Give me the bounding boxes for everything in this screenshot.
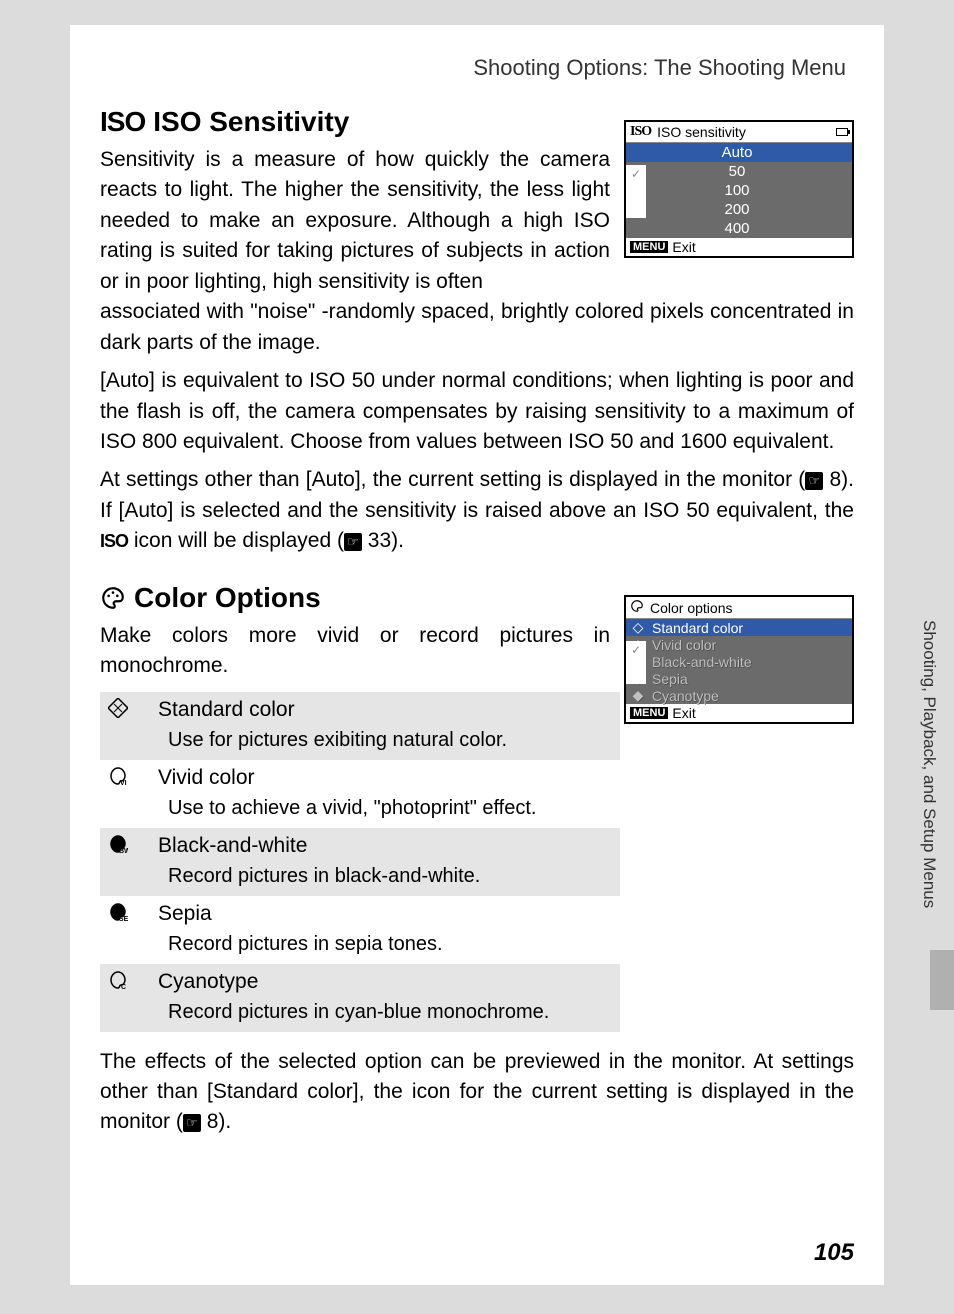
iso-p3c: icon will be displayed ( — [128, 529, 344, 552]
svg-text:SE: SE — [119, 916, 128, 922]
iso-para-1a: Sensitivity is a measure of how quickly … — [100, 145, 610, 297]
page-number: 105 — [814, 1239, 854, 1267]
color-heading-text: Color Options — [134, 582, 321, 614]
page: Shooting Options: The Shooting Menu ISO … — [70, 25, 884, 1285]
ref-icon-3: ☞ — [183, 1114, 201, 1132]
iso-p3d: 33). — [362, 529, 404, 552]
opt-standard-desc: Use for pictures exibiting natural color… — [108, 723, 620, 754]
iso-section: ISO ISO Sensitivity ISO ISO sensitivity … — [100, 106, 854, 557]
iso-para-1b: associated with "noise" -randomly spaced… — [100, 297, 854, 358]
svg-text:VI: VI — [120, 780, 127, 786]
iso-option-200: 200 — [626, 200, 852, 219]
iso-screen-footer: MENU Exit — [626, 238, 852, 256]
svg-text:BW: BW — [119, 848, 128, 854]
iso-option-400: 400 — [626, 219, 852, 238]
iso-screen-title: ISO sensitivity — [657, 124, 746, 140]
opt-cyan-desc: Record pictures in cyan-blue monochrome. — [108, 995, 620, 1026]
iso-para-3: At settings other than [Auto], the curre… — [100, 465, 854, 556]
color-screen-sidebar: ✓ — [626, 641, 646, 684]
cyan-icon: C — [108, 970, 130, 995]
opt-sepia: SESepia Record pictures in sepia tones. — [100, 896, 620, 964]
color-screen-body: ✓ ◇Standard color ◆Vivid color ◆Black-an… — [626, 619, 852, 704]
iso-screen-sidebar: ✓ — [626, 165, 646, 218]
color-screen-title: Color options — [650, 600, 733, 616]
iso-icon: ISO — [100, 106, 145, 138]
iso-inline-icon: ISO — [100, 528, 128, 554]
iso-exit-label: Exit — [672, 239, 695, 255]
check-icon: ✓ — [626, 165, 646, 183]
iso-option-50: 50 — [626, 162, 852, 181]
menu-badge: MENU — [630, 241, 668, 253]
color-section: Color Options Color options ✓ ◇Standard … — [100, 582, 854, 1138]
palette-header-icon — [630, 599, 644, 616]
battery-icon — [836, 128, 848, 136]
color-opt-standard: ◇Standard color — [626, 619, 852, 636]
iso-p3a: At settings other than [Auto], the curre… — [100, 468, 805, 491]
opt-bw: BWBlack-and-white Record pictures in bla… — [100, 828, 620, 896]
color-footer-b: 8). — [201, 1110, 231, 1133]
bw-icon: BW — [108, 834, 130, 859]
color-screen-footer: MENU Exit — [626, 704, 852, 722]
vivid-icon: VI — [108, 766, 130, 791]
color-opt-bw: ◆Black-and-white — [626, 653, 852, 670]
palette-icon — [100, 585, 126, 611]
color-intro: Make colors more vivid or record picture… — [100, 621, 610, 682]
chapter-title: Shooting Options: The Shooting Menu — [100, 55, 854, 81]
opt-cyan: CCyanotype Record pictures in cyan-blue … — [100, 964, 620, 1032]
color-opt-vivid: ◆Vivid color — [626, 636, 852, 653]
standard-icon — [108, 698, 130, 723]
opt-sepia-desc: Record pictures in sepia tones. — [108, 927, 620, 958]
sepia-icon: SE — [108, 902, 130, 927]
opt-vivid-desc: Use to achieve a vivid, "photoprint" eff… — [108, 791, 620, 822]
iso-para-2: [Auto] is equivalent to ISO 50 under nor… — [100, 366, 854, 457]
opt-bw-desc: Record pictures in black-and-white. — [108, 859, 620, 890]
iso-screen-body: ✓ Auto 50 100 200 400 — [626, 143, 852, 238]
side-marker — [930, 950, 954, 1010]
iso-option-100: 100 — [626, 181, 852, 200]
opt-vivid: VIVivid color Use to achieve a vivid, "p… — [100, 760, 620, 828]
ref-icon: ☞ — [805, 472, 823, 490]
opt-standard: Standard color Use for pictures exibitin… — [100, 692, 620, 760]
iso-screen-header: ISO ISO sensitivity — [626, 122, 852, 143]
color-screen-header: Color options — [626, 597, 852, 619]
color-opt-sepia: ◆Sepia — [626, 670, 852, 687]
color-opt-cyan: ◆Cyanotype — [626, 687, 852, 704]
std-mini-icon: ◇ — [630, 619, 646, 636]
iso-heading-text: ISO Sensitivity — [153, 106, 349, 138]
ref-icon-2: ☞ — [344, 533, 362, 551]
color-exit-label: Exit — [672, 705, 695, 721]
iso-header-icon: ISO — [630, 124, 651, 140]
cyan-mini-icon: ◆ — [630, 687, 646, 704]
color-camera-screen: Color options ✓ ◇Standard color ◆Vivid c… — [624, 595, 854, 724]
iso-camera-screen: ISO ISO sensitivity ✓ Auto 50 100 200 40… — [624, 120, 854, 258]
side-tab: Shooting, Playback, and Setup Menus — [919, 620, 939, 908]
color-options-table: Standard color Use for pictures exibitin… — [100, 692, 620, 1032]
svg-text:C: C — [121, 984, 126, 990]
check-icon-2: ✓ — [626, 641, 646, 659]
color-footer: The effects of the selected option can b… — [100, 1047, 854, 1138]
iso-option-auto: Auto — [626, 143, 852, 162]
menu-badge-2: MENU — [630, 707, 668, 719]
